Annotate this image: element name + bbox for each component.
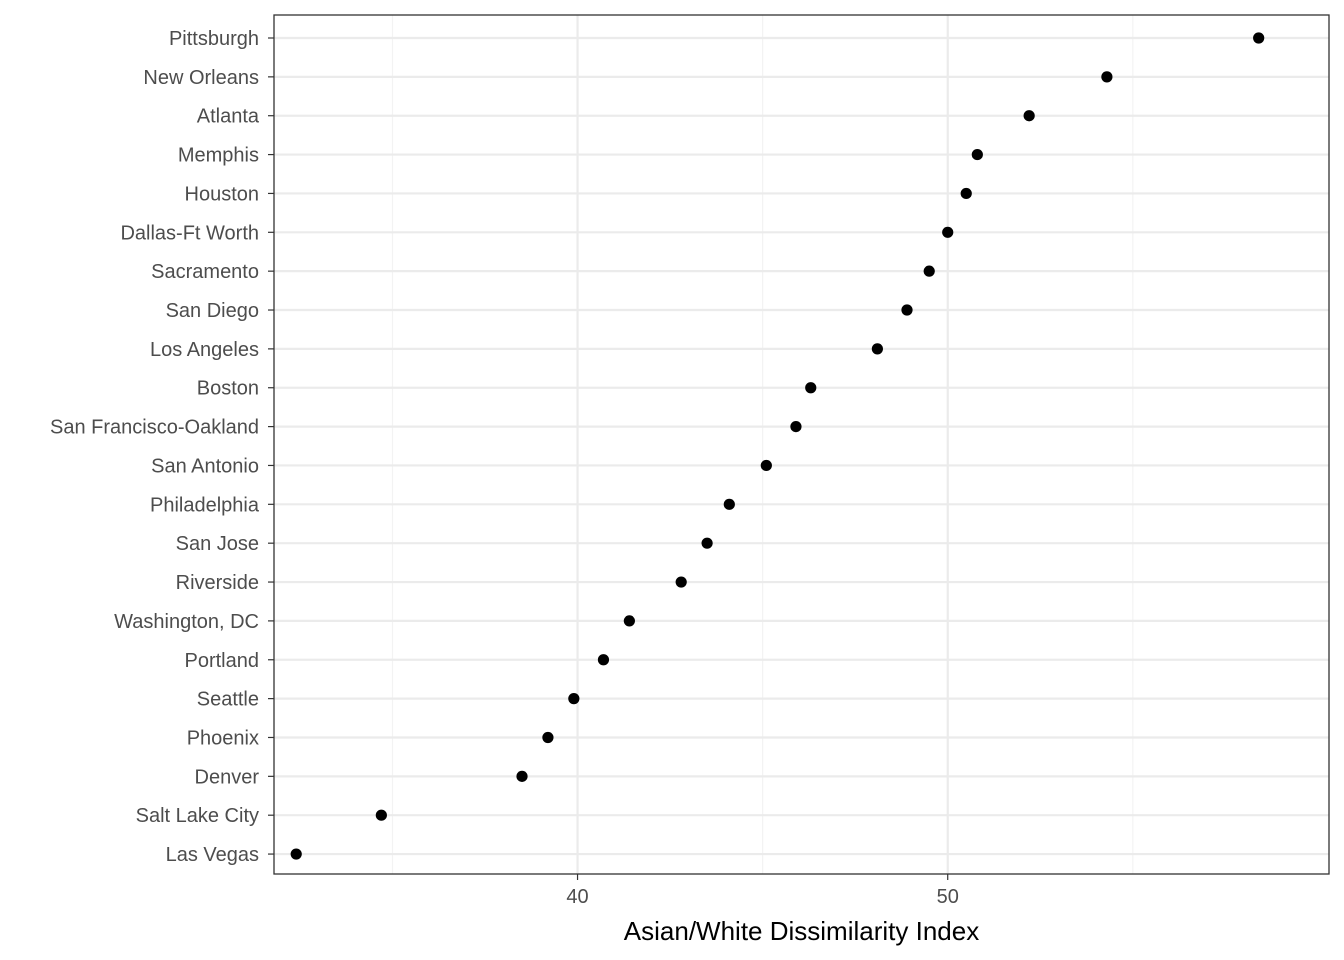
data-point (805, 382, 817, 394)
y-tick-label: Salt Lake City (136, 805, 259, 827)
y-tick-label: Houston (185, 183, 260, 205)
data-point (901, 304, 913, 316)
data-point (675, 576, 687, 588)
y-tick-label: Seattle (197, 689, 259, 711)
x-tick-label: 40 (566, 886, 588, 908)
y-tick-label: Los Angeles (150, 339, 259, 361)
data-points (290, 32, 1265, 860)
data-point (597, 654, 610, 666)
y-tick-label: Memphis (178, 145, 259, 167)
y-tick-label: New Orleans (143, 67, 259, 89)
x-tick-label: 50 (937, 886, 959, 908)
y-tick-label: Dallas-Ft Worth (120, 222, 259, 244)
y-tick-label: San Jose (176, 533, 259, 555)
x-axis: 40 50 (566, 874, 959, 908)
y-axis: Pittsburgh New Orleans Atlanta Memphis Houst… (50, 28, 274, 866)
y-tick-label: Pittsburgh (169, 28, 259, 50)
y-tick-label: Sacramento (151, 261, 259, 283)
data-point (723, 498, 735, 510)
y-tick-label: Phoenix (187, 727, 259, 749)
panel-border (273, 14, 1330, 875)
y-tick-label: Denver (195, 766, 260, 788)
y-tick-label: Las Vegas (166, 844, 259, 866)
y-tick-label: San Diego (166, 300, 259, 322)
data-point (760, 459, 772, 472)
y-tick-label: Portland (185, 650, 260, 672)
data-point (623, 615, 635, 627)
data-point (923, 265, 935, 277)
y-tick-label: San Francisco-Oakland (50, 417, 259, 439)
y-tick-label: Washington, DC (114, 611, 259, 633)
data-point (971, 148, 983, 161)
data-point (1253, 32, 1265, 44)
data-point (871, 343, 883, 355)
data-point (1023, 110, 1035, 122)
data-point (790, 421, 802, 433)
data-point (542, 731, 554, 744)
data-point (1101, 71, 1113, 83)
y-tick-label: Atlanta (197, 106, 260, 128)
y-tick-label: San Antonio (151, 455, 259, 477)
data-point (290, 848, 302, 860)
data-point (701, 537, 713, 549)
y-tick-label: Boston (197, 378, 259, 400)
x-axis-title: Asian/White Dissimilarity Index (624, 916, 979, 946)
data-point (960, 187, 972, 200)
y-tick-label: Philadelphia (150, 494, 260, 516)
data-point (516, 770, 528, 782)
data-point (568, 693, 580, 705)
y-tick-label: Riverside (176, 572, 259, 594)
grid-lines (274, 15, 1329, 874)
data-point (942, 226, 954, 238)
data-point (375, 809, 387, 821)
